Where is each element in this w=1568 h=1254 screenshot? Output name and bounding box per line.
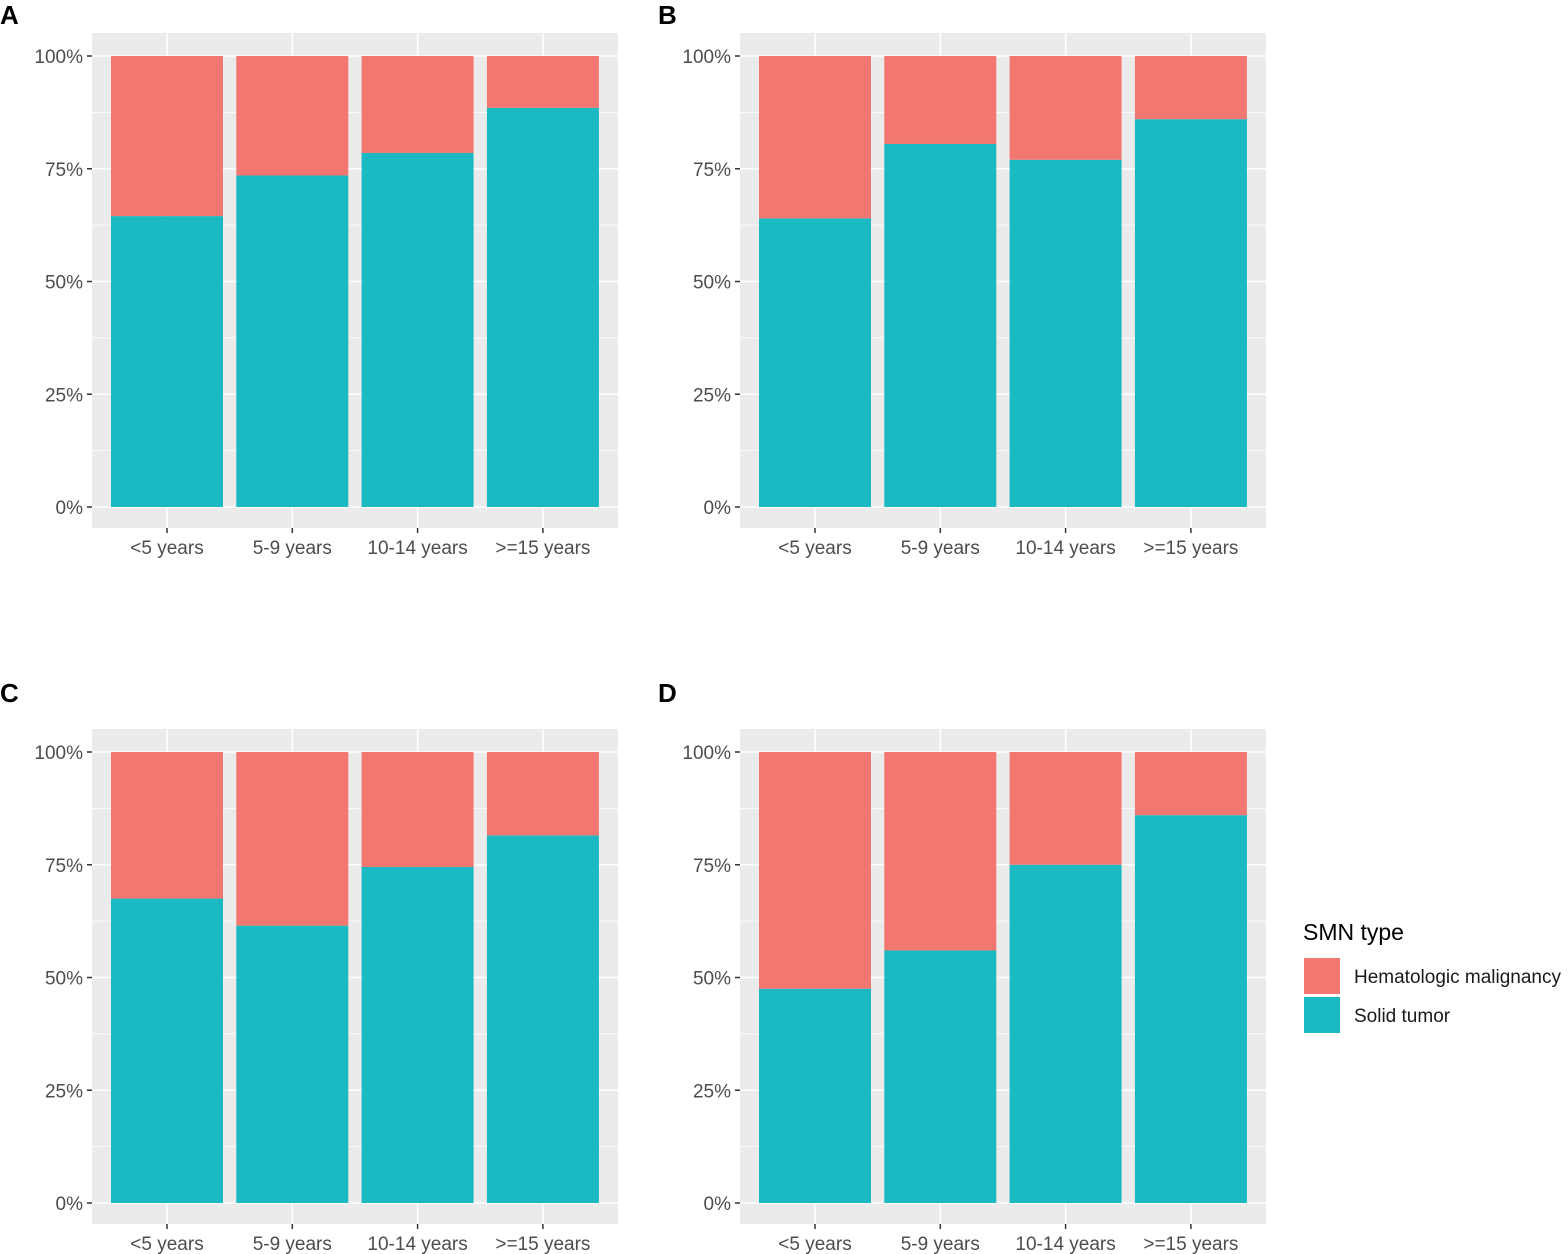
bar-b-hematologic-0 [759,56,871,219]
y-tick-label-d: 75% [693,856,731,877]
bar-d-hematologic-1 [884,752,997,951]
bar-b-solid-2 [1009,159,1122,508]
bar-c-solid-3 [486,835,599,1203]
x-tick-label-c: 10-14 years [367,1234,467,1254]
bar-a-solid-1 [236,175,349,507]
bar-a-solid-3 [486,107,599,508]
bar-d-solid-0 [759,988,871,1203]
panel-a: A 0% 25% 50% 75% 100% <5 years 5-9 years 10-14 y… [0,0,618,559]
y-tick-label-a: 100% [34,47,83,68]
y-tick-label-c: 25% [45,1081,83,1102]
x-tick-label-d: 5-9 years [901,1234,980,1254]
bar-c-hematologic-1 [236,752,349,926]
legend-swatch-hematologic [1304,958,1340,994]
bar-c-hematologic-3 [486,752,599,836]
x-tick-label-a: >=15 years [495,538,590,559]
panel-letter-a: A [0,0,19,30]
legend-swatch-solid [1304,997,1340,1033]
legend: SMN type Hematologic malignancy Solid tu… [1303,919,1561,1033]
y-tick-label-a: 0% [56,498,84,519]
bar-d-solid-1 [884,950,997,1203]
bar-b-solid-3 [1134,119,1247,507]
bar-c-solid-1 [236,925,349,1203]
x-tick-label-b: >=15 years [1143,538,1238,559]
y-tick-label-a: 50% [45,273,83,294]
y-tick-label-c: 0% [56,1194,84,1215]
bar-c-hematologic-2 [361,752,474,868]
x-tick-label-d: 10-14 years [1015,1234,1115,1254]
bar-b-hematologic-3 [1134,56,1247,120]
y-tick-label-c: 50% [45,969,83,990]
legend-label-hematologic: Hematologic malignancy [1354,967,1561,988]
y-tick-label-a: 75% [45,160,83,181]
bar-d-hematologic-0 [759,752,871,989]
y-tick-label-a: 25% [45,385,83,406]
panel-b: B 0% 25% 50% 75% 100% <5 years 5-9 years 10-14 y… [658,0,1266,559]
legend-label-solid: Solid tumor [1354,1006,1451,1027]
y-tick-label-c: 100% [34,743,83,764]
bar-a-hematologic-3 [486,56,599,108]
panels: A 0% 25% 50% 75% 100% <5 years 5-9 years 10-14 y… [0,0,1266,1254]
bar-d-solid-3 [1134,815,1247,1203]
bar-c-hematologic-0 [111,752,223,899]
legend-title: SMN type [1303,919,1404,945]
y-tick-label-d: 100% [682,743,731,764]
y-tick-label-d: 50% [693,969,731,990]
bar-d-hematologic-3 [1134,752,1247,816]
panel-letter-d: D [658,678,677,708]
bar-b-solid-0 [759,218,871,508]
bar-a-solid-2 [361,152,474,507]
x-tick-label-c: >=15 years [495,1234,590,1254]
bar-b-hematologic-1 [884,56,997,144]
x-tick-label-c: <5 years [130,1234,203,1254]
panel-c: C 0% 25% 50% 75% 100% <5 years 5-9 years 10-14 y… [0,678,618,1254]
bar-a-hematologic-2 [361,56,474,153]
y-tick-label-b: 100% [682,47,731,68]
panel-letter-c: C [0,678,19,708]
y-tick-label-b: 50% [693,273,731,294]
x-tick-label-a: <5 years [130,538,203,559]
bar-c-solid-0 [111,898,223,1203]
x-tick-label-b: <5 years [778,538,851,559]
bar-b-hematologic-2 [1009,56,1122,160]
y-tick-label-d: 0% [704,1194,732,1215]
x-tick-label-a: 5-9 years [253,538,332,559]
x-tick-label-d: <5 years [778,1234,851,1254]
bar-a-hematologic-1 [236,56,349,176]
bar-b-solid-1 [884,143,997,507]
x-tick-label-c: 5-9 years [253,1234,332,1254]
x-tick-label-b: 10-14 years [1015,538,1115,559]
panel-d: D 0% 25% 50% 75% 100% <5 years 5-9 years 10-14 y… [658,678,1266,1254]
y-tick-label-b: 0% [704,498,732,519]
x-tick-label-a: 10-14 years [367,538,467,559]
bar-d-hematologic-2 [1009,752,1122,865]
bar-c-solid-2 [361,867,474,1203]
y-tick-label-b: 75% [693,160,731,181]
x-tick-label-d: >=15 years [1143,1234,1238,1254]
y-tick-label-b: 25% [693,385,731,406]
bar-a-solid-0 [111,216,223,508]
bar-a-hematologic-0 [111,56,223,217]
y-tick-label-d: 25% [693,1081,731,1102]
x-tick-label-b: 5-9 years [901,538,980,559]
y-tick-label-c: 75% [45,856,83,877]
panel-letter-b: B [658,0,677,30]
bar-d-solid-2 [1009,864,1122,1203]
